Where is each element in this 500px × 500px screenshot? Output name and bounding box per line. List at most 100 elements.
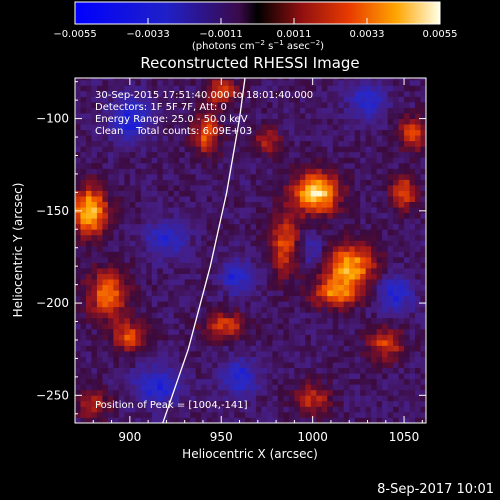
heatmap-cell [288, 229, 295, 236]
heatmap-cell [206, 201, 213, 208]
heatmap-cell [299, 90, 306, 97]
heatmap-cell [420, 406, 426, 413]
heatmap-cell [85, 151, 92, 158]
heatmap-cell [338, 256, 345, 263]
heatmap-cell [321, 251, 328, 258]
heatmap-cell [327, 168, 334, 175]
heatmap-cell [398, 207, 405, 214]
heatmap-cell [129, 146, 136, 153]
heatmap-cell [404, 135, 410, 142]
heatmap-cell [118, 339, 125, 346]
heatmap-cell [332, 290, 339, 297]
heatmap-cell [168, 234, 175, 241]
heatmap-cell [371, 389, 378, 396]
heatmap-cell [349, 245, 356, 252]
heatmap-cell [107, 362, 114, 369]
heatmap-cell [223, 168, 229, 175]
heatmap-cell [382, 345, 389, 352]
heatmap-cell [266, 190, 273, 197]
heatmap-cell [343, 339, 350, 346]
heatmap-cell [299, 251, 306, 258]
heatmap-cell [184, 129, 191, 136]
heatmap-cell [118, 301, 125, 308]
heatmap-cell [354, 107, 361, 114]
heatmap-cell [288, 157, 295, 164]
heatmap-cell [250, 78, 257, 81]
heatmap-cell [239, 185, 246, 191]
heatmap-cell [129, 96, 136, 103]
heatmap-cell [310, 85, 317, 92]
heatmap-cell [360, 196, 367, 202]
heatmap-cell [80, 378, 87, 385]
heatmap-cell [272, 301, 279, 308]
heatmap-cell [239, 212, 246, 219]
heatmap-cell [343, 113, 350, 119]
heatmap-cell [179, 113, 186, 119]
heatmap-cell [332, 400, 339, 407]
heatmap-cell [234, 251, 240, 258]
heatmap-cell [80, 373, 87, 380]
heatmap-cell [140, 295, 147, 302]
heatmap-cell [321, 201, 328, 208]
heatmap-cell [118, 251, 125, 258]
heatmap-cell [223, 140, 229, 147]
heatmap-cell [277, 168, 284, 175]
heatmap-cell [173, 212, 180, 219]
heatmap-cell [387, 334, 394, 341]
heatmap-cell [266, 290, 273, 297]
heatmap-cell [113, 78, 120, 81]
heatmap-cell [245, 290, 251, 297]
heatmap-cell [272, 157, 279, 164]
heatmap-cell [85, 290, 92, 297]
heatmap-cell [140, 140, 147, 147]
heatmap-cell [140, 389, 147, 396]
heatmap-cell [234, 384, 240, 391]
heatmap-cell [415, 179, 421, 186]
heatmap-cell [75, 317, 81, 324]
heatmap-cell [80, 301, 87, 308]
heatmap-cell [255, 240, 262, 247]
heatmap-cell [228, 85, 235, 92]
heatmap-cell [85, 113, 92, 119]
heatmap-cell [299, 323, 306, 330]
heatmap-cell [228, 417, 235, 423]
heatmap-cell [140, 351, 147, 357]
heatmap-cell [288, 212, 295, 219]
heatmap-cell [349, 284, 356, 291]
heatmap-cell [140, 334, 147, 341]
heatmap-cell [85, 373, 92, 380]
heatmap-cell [250, 85, 257, 92]
heatmap-cell [228, 317, 235, 324]
heatmap-cell [310, 179, 317, 186]
heatmap-cell [80, 400, 87, 407]
heatmap-cell [332, 262, 339, 269]
heatmap-cell [294, 295, 301, 302]
heatmap-cell [371, 306, 378, 313]
heatmap-cell [162, 196, 169, 202]
heatmap-cell [310, 328, 317, 335]
heatmap-cell [113, 279, 120, 286]
heatmap-cell [162, 201, 169, 208]
heatmap-cell [234, 151, 240, 158]
heatmap-cell [234, 140, 240, 147]
heatmap-cell [239, 79, 246, 86]
heatmap-cell [124, 317, 131, 324]
heatmap-cell [382, 306, 389, 313]
heatmap-cell [96, 290, 103, 297]
heatmap-cell [184, 173, 191, 180]
heatmap-cell [349, 79, 356, 86]
heatmap-cell [102, 168, 109, 175]
heatmap-cell [140, 328, 147, 335]
heatmap-cell [228, 151, 235, 158]
heatmap-cell [288, 378, 295, 385]
heatmap-cell [404, 229, 410, 236]
heatmap-cell [201, 351, 208, 357]
heatmap-cell [332, 118, 339, 125]
heatmap-cell [201, 295, 208, 302]
heatmap-cell [305, 78, 312, 81]
heatmap-cell [387, 79, 394, 86]
heatmap-cell [184, 351, 191, 357]
heatmap-cell [135, 212, 142, 219]
heatmap-cell [299, 351, 306, 357]
heatmap-cell [107, 179, 114, 186]
